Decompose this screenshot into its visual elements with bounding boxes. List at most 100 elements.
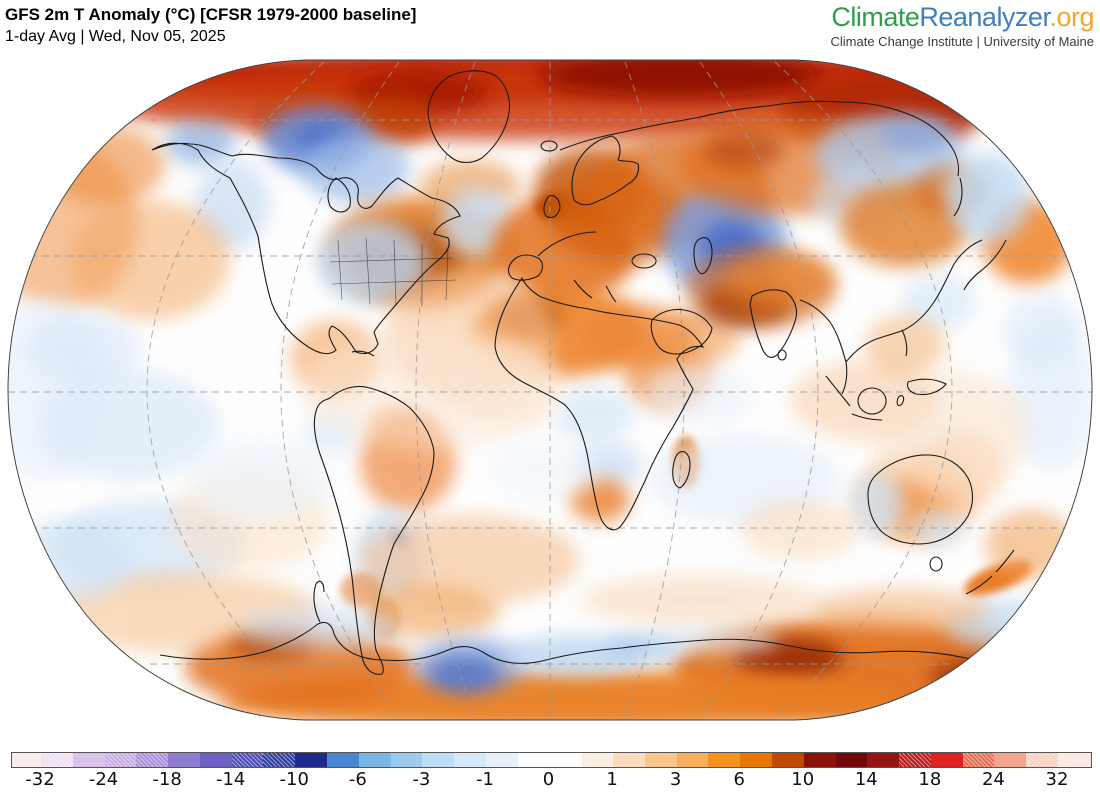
anomaly-blob <box>412 637 528 693</box>
anomaly-blob <box>880 118 950 152</box>
colorbar-segment <box>358 753 391 767</box>
anomaly-blob <box>725 252 835 308</box>
anomaly-blob <box>45 125 165 205</box>
colorbar-segment <box>549 753 582 767</box>
colorbar-tick-label: -32 <box>25 769 55 790</box>
coastline-east-asia-coast <box>799 239 983 395</box>
page-subtitle: 1-day Avg | Wed, Nov 05, 2025 <box>5 28 226 45</box>
colorbar-tick-label: 10 <box>791 769 815 790</box>
colorbar-segment <box>517 753 550 767</box>
coastline-black-sea <box>631 253 657 269</box>
brand-word-reanalyzer: Reanalyzer <box>919 2 1050 32</box>
colorbar-tick-label: 24 <box>981 769 1005 790</box>
colorbar-tick-label: 32 <box>1045 769 1069 790</box>
colorbar-segment <box>581 753 614 767</box>
brand-word-org: .org <box>1049 2 1094 32</box>
anomaly-blob <box>660 625 780 655</box>
anomaly-blob <box>490 440 600 500</box>
graticule-meridian <box>146 61 325 719</box>
coastline-borneo <box>857 387 887 415</box>
coastline-greece <box>605 285 617 303</box>
colorbar-tick-label: 6 <box>733 769 745 790</box>
colorbar-segment <box>72 753 105 767</box>
brand-word-climate: Climate <box>831 2 920 32</box>
graticule-meridian <box>415 61 476 719</box>
colorbar-segment <box>1026 753 1058 767</box>
colorbar-segment <box>676 753 709 767</box>
colorbar-tick-label: -18 <box>152 769 182 790</box>
colorbar <box>11 752 1092 768</box>
coastline-africa <box>494 276 705 531</box>
colorbar-tick-label: -10 <box>279 769 309 790</box>
colorbar-segment <box>12 753 41 767</box>
coastline-cuba <box>351 350 375 357</box>
anomaly-blob <box>165 121 235 165</box>
coastline-caspian-sea <box>693 237 713 275</box>
anomaly-blob <box>240 606 400 650</box>
coastline-antarctic-peninsula <box>313 580 325 623</box>
anomaly-blob <box>946 153 1030 243</box>
anomaly-blob <box>930 656 1040 700</box>
graticule-meridian <box>699 61 819 719</box>
colorbar-segment <box>613 753 645 767</box>
coastline-philippines <box>901 329 908 357</box>
colorbar-tick-labels: -32 -24 -18 -14 -10 -6 -3 -1 0 1 3 6 10 14 18 24 32 <box>0 769 1100 793</box>
graticule-meridian <box>280 61 400 719</box>
anomaly-blob <box>645 365 755 425</box>
anomaly-blob <box>10 520 130 600</box>
colorbar-tick-label: -24 <box>88 769 119 790</box>
colorbar-tick-label: 0 <box>542 769 555 790</box>
anomaly-blob <box>910 508 966 548</box>
header: GFS 2m T Anomaly (°C) [CFSR 1979-2000 ba… <box>5 4 416 47</box>
coastline-sulawesi <box>896 395 905 407</box>
colorbar-segment <box>390 753 423 767</box>
coastline-arabia <box>650 308 713 355</box>
graticule-meridian <box>774 61 953 719</box>
colorbar-segment <box>962 753 995 767</box>
anomaly-blob-layer <box>8 60 1092 720</box>
colorbar-tick-label: 18 <box>918 769 942 790</box>
brand-block: ClimateReanalyzer.org Climate Change Ins… <box>831 2 1095 50</box>
coastline-new-zealand <box>965 549 1015 595</box>
colorbar-tick-label: 14 <box>854 769 878 790</box>
coastline-scandinavia <box>571 135 640 206</box>
colorbar-segment <box>454 753 486 767</box>
coastline-south-america <box>313 385 435 675</box>
coastline-tasmania <box>929 556 943 572</box>
graticule-meridian <box>624 61 685 719</box>
colorbar-tick-label: 1 <box>606 769 618 790</box>
anomaly-blob <box>30 315 140 385</box>
anomaly-blob <box>810 588 990 632</box>
page-title: GFS 2m T Anomaly (°C) [CFSR 1979-2000 ba… <box>5 5 417 24</box>
colorbar-segment <box>994 753 1027 767</box>
colorbar-segment <box>136 753 169 767</box>
colorbar-segment <box>485 753 518 767</box>
brand-logo[interactable]: ClimateReanalyzer.org <box>831 2 1094 32</box>
colorbar-segment <box>422 753 455 767</box>
coastline-new-guinea <box>906 378 947 396</box>
coastline-japan <box>963 239 1007 291</box>
anomaly-blob <box>190 440 330 520</box>
colorbar-segment <box>263 753 296 767</box>
coastline-italy <box>573 279 593 299</box>
coastline-uk <box>543 195 561 219</box>
coastline-north-america <box>151 142 461 355</box>
colorbar-segment <box>644 753 677 767</box>
colorbar-segment <box>740 753 772 767</box>
anomaly-blob <box>40 370 220 480</box>
colorbar-segment <box>899 753 931 767</box>
colorbar-tick-label: -1 <box>475 769 494 790</box>
colorbar-segment <box>1057 753 1091 767</box>
colorbar-segment <box>168 753 200 767</box>
colorbar-segment <box>708 753 741 767</box>
coastline-eurasia-arctic-coast <box>559 100 960 177</box>
colorbar-segment <box>835 753 868 767</box>
projection-outline <box>7 59 1093 721</box>
coastline-sumatra <box>825 375 851 407</box>
coastline-india <box>749 289 798 358</box>
coastline-madagascar <box>672 451 691 489</box>
colorbar-segment <box>40 753 73 767</box>
